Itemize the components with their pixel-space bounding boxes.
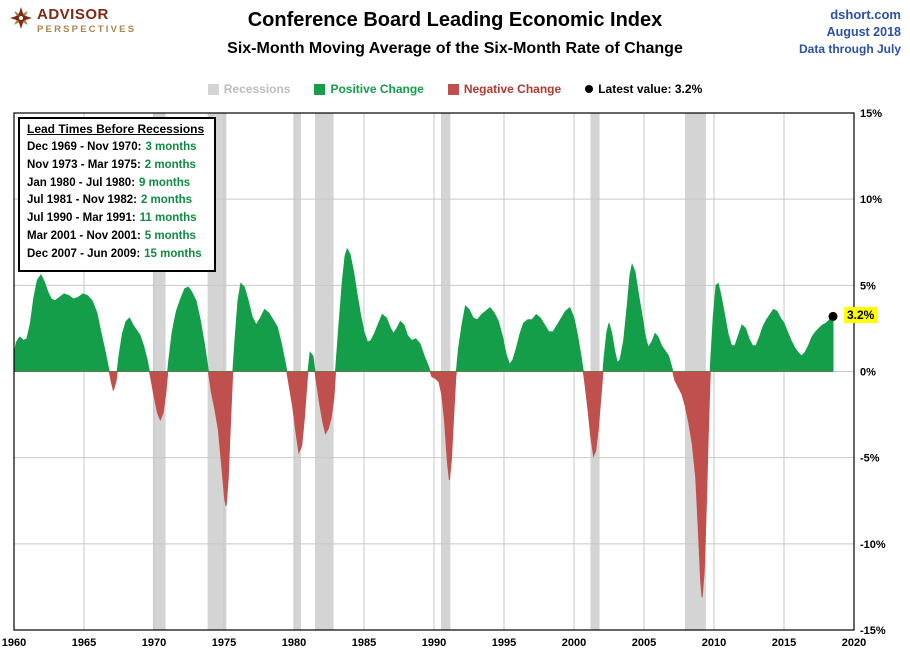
lead-time-row: Jul 1981 - Nov 1982: 2 months [27, 194, 193, 207]
source-data-through: Data through July [798, 42, 901, 56]
chart-subtitle: Six-Month Moving Average of the Six-Mont… [227, 40, 683, 57]
svg-text:1990: 1990 [422, 637, 446, 649]
negative-swatch-icon [447, 83, 459, 95]
svg-text:15%: 15% [860, 108, 882, 120]
legend-item-latest: Latest value: 3.2% [585, 82, 702, 96]
legend-negative-label: Negative Change [463, 82, 562, 96]
compass-star-icon [10, 7, 32, 29]
svg-text:-5%: -5% [860, 453, 880, 465]
svg-text:1975: 1975 [212, 637, 236, 649]
svg-text:5%: 5% [860, 280, 876, 292]
lead-time-row: Nov 1973 - Mar 1975: 2 months [27, 158, 196, 171]
lead-times-box: Lead Times Before Recessions Dec 1969 - … [18, 117, 217, 272]
svg-text:1985: 1985 [352, 637, 376, 649]
latest-value-label: 3.2% [844, 307, 878, 324]
svg-text:10%: 10% [860, 194, 882, 206]
logo-line-perspectives: PERSPECTIVES [37, 24, 137, 35]
source-date: August 2018 [826, 25, 901, 39]
legend-item-recessions: Recessions [207, 82, 291, 96]
logo-text: ADVISOR PERSPECTIVES [37, 7, 136, 35]
svg-text:0%: 0% [860, 367, 876, 379]
source-block: dshort.com August 2018 Data through July [799, 7, 901, 56]
legend-positive-label: Positive Change [330, 82, 424, 96]
titles: Conference Board Leading Economic Index … [0, 9, 910, 58]
legend-latest-label: Latest value: 3.2% [598, 82, 703, 96]
advisor-perspectives-logo: ADVISOR PERSPECTIVES [10, 7, 136, 35]
svg-text:2015: 2015 [772, 637, 796, 649]
legend-item-positive: Positive Change [314, 82, 424, 96]
lead-times-title: Lead Times Before Recessions [27, 122, 205, 136]
legend-item-negative: Negative Change [447, 82, 562, 96]
latest-dot-icon [585, 85, 594, 93]
lead-time-row: Jul 1990 - Mar 1991: 11 months [27, 212, 197, 225]
lead-time-row: Dec 2007 - Jun 2009: 15 months [27, 247, 202, 260]
recession-swatch-icon [207, 83, 219, 95]
svg-text:2005: 2005 [632, 637, 656, 649]
svg-text:2020: 2020 [842, 637, 866, 649]
positive-swatch-icon [314, 83, 326, 95]
svg-text:-10%: -10% [860, 539, 886, 551]
legend: Recessions Positive Change Negative Chan… [0, 82, 910, 96]
lead-time-row: Dec 1969 - Nov 1970: 3 months [27, 141, 197, 153]
svg-text:1960: 1960 [2, 637, 26, 649]
svg-text:1995: 1995 [492, 637, 516, 649]
source-site: dshort.com [830, 7, 901, 22]
legend-recessions-label: Recessions [223, 82, 291, 96]
svg-text:1970: 1970 [142, 637, 166, 649]
logo-line-advisor: ADVISOR [37, 6, 109, 23]
lead-time-row: Jan 1980 - Jul 1980: 9 months [27, 176, 191, 189]
chart-title: Conference Board Leading Economic Index [247, 9, 663, 31]
svg-text:1980: 1980 [282, 637, 306, 649]
svg-text:1965: 1965 [72, 637, 96, 649]
svg-text:-15%: -15% [860, 625, 886, 637]
chart-svg: 1960 1965 1970 1975 1980 1985 1990 1995 2000 2005… [2, 108, 886, 649]
svg-text:2000: 2000 [562, 637, 586, 649]
lead-time-row: Mar 2001 - Nov 2001: 5 months [27, 230, 196, 243]
svg-text:2010: 2010 [702, 637, 726, 649]
